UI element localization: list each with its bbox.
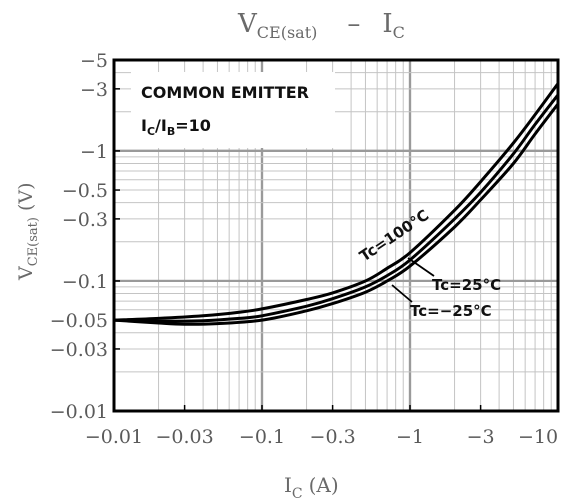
series-line-2 [113, 102, 560, 326]
x-tick-label: −0.01 [85, 426, 143, 448]
annotation-common-emitter: COMMON EMITTER [141, 83, 309, 102]
x-tick-label: −0.03 [155, 426, 213, 448]
annotation-ratio: IC/IB=10 [141, 116, 211, 138]
y-tick-label: −1 [80, 141, 108, 163]
series-leader-minus25c [391, 284, 413, 303]
annotation-box [131, 72, 335, 148]
x-tick-label: −0.1 [239, 426, 285, 448]
ticks: −0.01 −0.03 −0.1 −0.3 −1 −3 −10 −0.01 −0.03 −0.05… [50, 50, 559, 448]
curves [113, 82, 560, 326]
x-tick-label: −0.3 [310, 426, 356, 448]
y-tick-label: −3 [80, 79, 108, 101]
y-tick-label: −0.01 [50, 401, 108, 423]
x-tick-label: −10 [518, 426, 558, 448]
series-label-25c: Tc=25°C [432, 276, 501, 294]
y-tick-label: −0.03 [50, 339, 108, 361]
x-tick-label: −3 [467, 426, 495, 448]
chart-title: VCE(sat) – IC [237, 9, 405, 42]
series-label-minus25c: Tc=−25°C [410, 302, 492, 320]
series-line-1 [113, 93, 560, 323]
y-tick-label: −0.1 [62, 271, 108, 293]
plot-frame [112, 58, 560, 413]
y-axis-title: VCE(sat)(V) [15, 182, 41, 281]
y-tick-label: −0.3 [62, 209, 108, 231]
y-tick-label: −0.5 [62, 180, 108, 202]
series-leader-25c [407, 257, 435, 277]
x-tick-label: −1 [396, 426, 424, 448]
y-tick-label: −0.05 [50, 310, 108, 332]
y-tick-label: −5 [80, 50, 108, 72]
x-axis-title: IC (A) [284, 473, 339, 502]
series-line-0 [113, 82, 560, 322]
